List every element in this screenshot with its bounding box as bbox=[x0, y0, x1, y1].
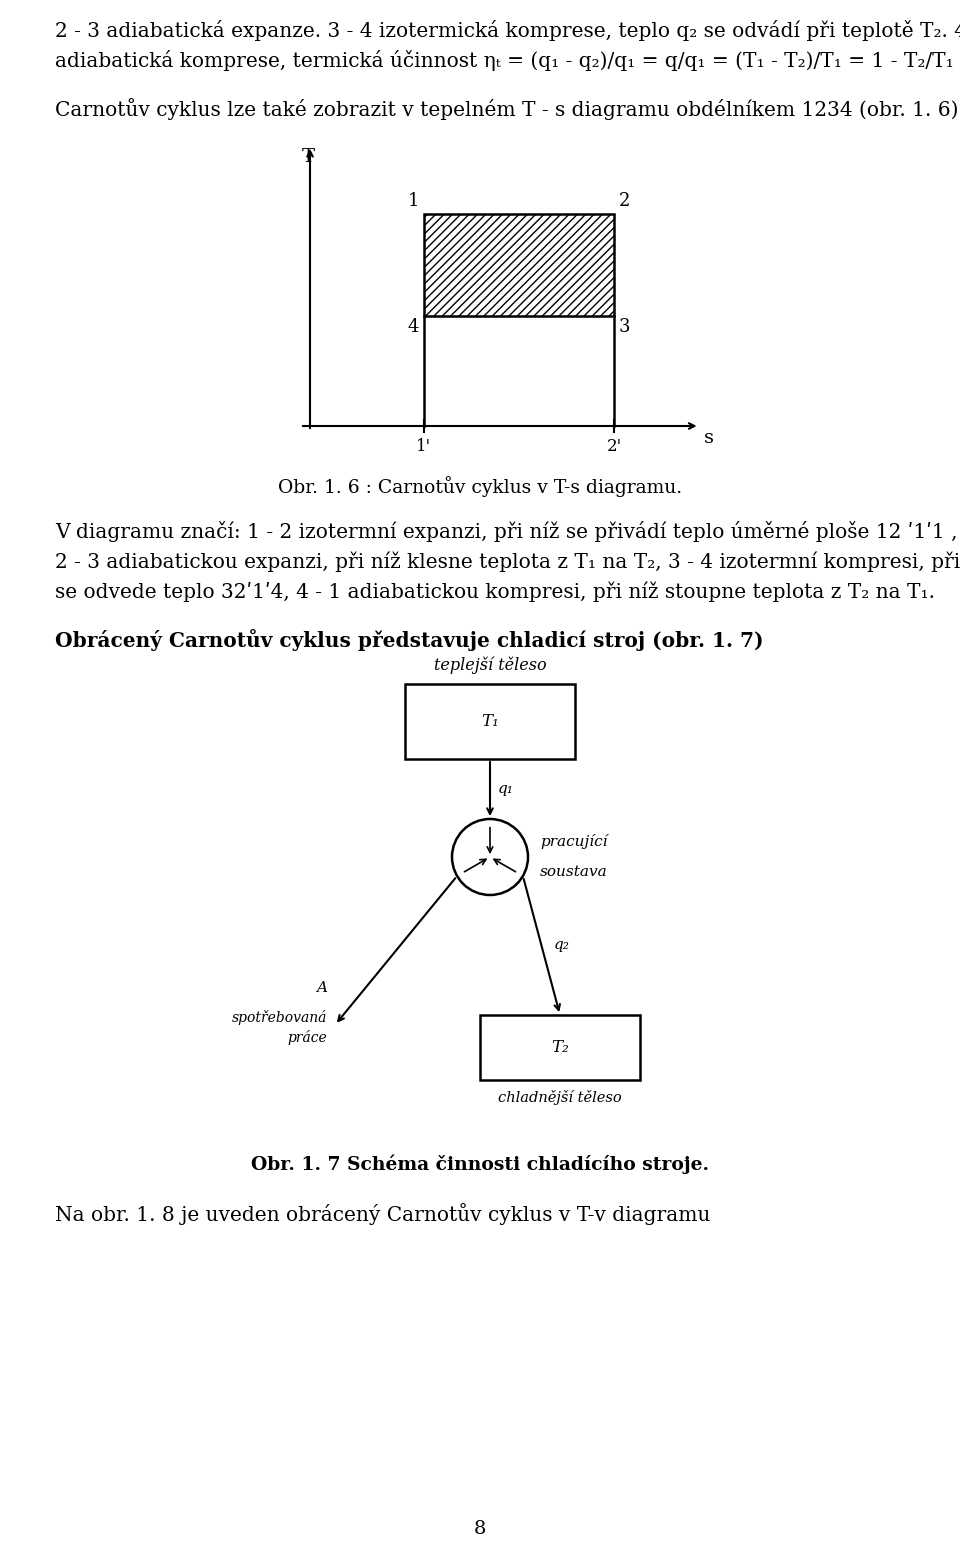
Bar bbox=[480, 1015, 640, 1081]
Text: q₁: q₁ bbox=[498, 782, 514, 796]
Text: adiabatická komprese, termická účinnost ηₜ = (q₁ - q₂)/q₁ = q/q₁ = (T₁ - T₂)/T₁ : adiabatická komprese, termická účinnost … bbox=[55, 50, 953, 72]
Text: 3: 3 bbox=[619, 317, 631, 336]
Bar bbox=[424, 213, 614, 316]
Text: V diagramu značí: 1 - 2 izotermní expanzi, při níž se přivádí teplo úměrné ploše: V diagramu značí: 1 - 2 izotermní expanz… bbox=[55, 521, 957, 543]
Text: 2 - 3 adiabatická expanze. 3 - 4 izotermická komprese, teplo q₂ se odvádí při te: 2 - 3 adiabatická expanze. 3 - 4 izoterm… bbox=[55, 20, 960, 40]
Bar bbox=[405, 684, 575, 759]
Text: 1: 1 bbox=[407, 193, 419, 210]
Text: Obr. 1. 7 Schéma činnosti chladícího stroje.: Obr. 1. 7 Schéma činnosti chladícího str… bbox=[251, 1155, 709, 1174]
Text: A: A bbox=[316, 981, 327, 995]
Text: s: s bbox=[705, 429, 714, 446]
Text: se odvede teplo 32ʹ1ʹ4, 4 - 1 adiabatickou kompresi, při níž stoupne teplota z T: se odvede teplo 32ʹ1ʹ4, 4 - 1 adiabatick… bbox=[55, 582, 935, 602]
Text: teplejší těleso: teplejší těleso bbox=[434, 656, 546, 673]
Text: 4: 4 bbox=[408, 317, 419, 336]
Text: pracující: pracující bbox=[540, 833, 608, 849]
Text: Carnotův cyklus lze také zobrazit v tepelném T - s diagramu obdélníkem 1234 (obr: Carnotův cyklus lze také zobrazit v tepe… bbox=[55, 98, 960, 120]
Text: práce: práce bbox=[287, 1029, 327, 1045]
Text: T₁: T₁ bbox=[481, 712, 499, 729]
Text: 2: 2 bbox=[619, 193, 631, 210]
Text: T: T bbox=[302, 148, 315, 166]
Text: Obrácený Carnotův cyklus představuje chladicí stroj (obr. 1. 7): Obrácený Carnotův cyklus představuje chl… bbox=[55, 630, 763, 652]
Text: chladnější těleso: chladnější těleso bbox=[498, 1090, 622, 1106]
Text: 2': 2' bbox=[607, 439, 621, 456]
Text: Na obr. 1. 8 je uveden obrácený Carnotův cyklus v T-v diagramu: Na obr. 1. 8 je uveden obrácený Carnotův… bbox=[55, 1204, 710, 1225]
Text: q₂: q₂ bbox=[554, 939, 569, 953]
Text: 8: 8 bbox=[474, 1519, 486, 1538]
Text: soustava: soustava bbox=[540, 865, 608, 879]
Text: 2 - 3 adiabatickou expanzi, při níž klesne teplota z T₁ na T₂, 3 - 4 izotermní k: 2 - 3 adiabatickou expanzi, při níž kles… bbox=[55, 550, 960, 572]
Text: T₂: T₂ bbox=[551, 1039, 569, 1056]
Text: Obr. 1. 6 : Carnotův cyklus v T-s diagramu.: Obr. 1. 6 : Carnotův cyklus v T-s diagra… bbox=[278, 476, 682, 498]
Text: 1': 1' bbox=[417, 439, 432, 456]
Text: spotřebovaná: spotřebovaná bbox=[231, 1011, 327, 1025]
